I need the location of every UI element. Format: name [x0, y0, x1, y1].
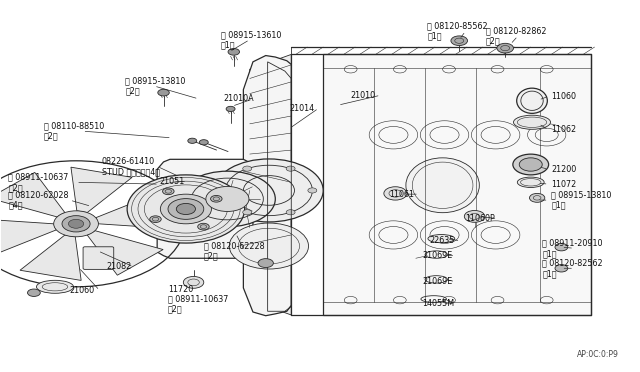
Polygon shape — [243, 55, 291, 316]
Circle shape — [199, 140, 208, 145]
Text: 22635: 22635 — [430, 236, 455, 246]
Text: 11072: 11072 — [551, 180, 577, 189]
Text: 11062: 11062 — [551, 125, 576, 134]
Polygon shape — [0, 172, 65, 217]
Ellipse shape — [513, 115, 550, 129]
Polygon shape — [0, 219, 56, 255]
Text: 11060: 11060 — [551, 92, 576, 101]
Circle shape — [179, 171, 275, 227]
Text: 21069E: 21069E — [422, 277, 452, 286]
Circle shape — [206, 186, 249, 211]
Text: 11061: 11061 — [389, 190, 414, 199]
Text: AP:0C:0:P9: AP:0C:0:P9 — [577, 350, 619, 359]
Circle shape — [183, 276, 204, 288]
Text: 21051: 21051 — [159, 177, 184, 186]
Polygon shape — [250, 54, 291, 315]
Circle shape — [221, 188, 230, 193]
Circle shape — [513, 154, 548, 175]
Text: 11060P: 11060P — [466, 214, 495, 223]
Polygon shape — [157, 159, 253, 258]
Circle shape — [229, 223, 308, 269]
Text: 08226-61410
STUD スタッド（4）: 08226-61410 STUD スタッド（4） — [102, 157, 159, 176]
Ellipse shape — [428, 235, 455, 243]
Text: Ⓝ 08911-20910
（1）: Ⓝ 08911-20910 （1） — [542, 238, 603, 258]
Ellipse shape — [517, 177, 544, 187]
Circle shape — [529, 193, 545, 202]
Circle shape — [150, 216, 161, 222]
Text: 21014: 21014 — [289, 104, 314, 113]
Circle shape — [497, 43, 513, 53]
Text: Ⓢ 08915-13810
（2）: Ⓢ 08915-13810 （2） — [125, 76, 186, 96]
Ellipse shape — [406, 158, 479, 213]
Text: 21060: 21060 — [70, 286, 95, 295]
Text: 21069E: 21069E — [422, 251, 452, 260]
Circle shape — [286, 210, 295, 215]
Circle shape — [243, 166, 252, 171]
Polygon shape — [20, 235, 81, 280]
Circle shape — [62, 216, 90, 232]
Circle shape — [54, 211, 99, 237]
Text: Ⓑ 08120-85562
（1）: Ⓑ 08120-85562 （1） — [428, 21, 488, 41]
Ellipse shape — [516, 88, 547, 113]
Ellipse shape — [36, 280, 74, 293]
Circle shape — [451, 36, 467, 45]
Text: Ⓝ 08911-10637
（2）: Ⓝ 08911-10637 （2） — [8, 173, 68, 192]
Circle shape — [28, 289, 40, 296]
Circle shape — [127, 175, 244, 243]
Text: Ⓢ 08915-13810
（1）: Ⓢ 08915-13810 （1） — [551, 190, 612, 210]
Circle shape — [68, 219, 84, 228]
Text: Ⓑ 08120-82862
（2）: Ⓑ 08120-82862 （2） — [486, 26, 547, 46]
FancyBboxPatch shape — [83, 247, 114, 269]
Text: 11720: 11720 — [168, 285, 193, 294]
Circle shape — [176, 203, 195, 215]
Circle shape — [214, 159, 323, 222]
Circle shape — [163, 188, 174, 195]
Polygon shape — [71, 167, 132, 212]
Polygon shape — [87, 231, 163, 275]
Text: 21010: 21010 — [351, 91, 376, 100]
Circle shape — [384, 187, 407, 200]
Text: 21082: 21082 — [106, 262, 131, 271]
Text: Ⓑ 08110-88510
（2）: Ⓑ 08110-88510 （2） — [44, 121, 104, 141]
Circle shape — [158, 89, 170, 96]
Circle shape — [168, 199, 204, 219]
Text: 14055M: 14055M — [422, 299, 454, 308]
Text: 21010A: 21010A — [223, 94, 253, 103]
Circle shape — [258, 259, 273, 267]
Circle shape — [308, 188, 317, 193]
Circle shape — [286, 166, 295, 171]
Circle shape — [188, 138, 196, 143]
Circle shape — [465, 211, 484, 222]
Text: Ⓢ 08915-13610
（1）: Ⓢ 08915-13610 （1） — [221, 30, 282, 49]
Circle shape — [555, 264, 568, 272]
Text: Ⓑ 08120-82562
（1）: Ⓑ 08120-82562 （1） — [542, 259, 603, 278]
Circle shape — [226, 106, 235, 112]
Text: Ⓝ 08911-10637
（2）: Ⓝ 08911-10637 （2） — [168, 294, 228, 314]
Circle shape — [243, 210, 252, 215]
Text: 21200: 21200 — [551, 165, 577, 174]
Polygon shape — [323, 54, 591, 315]
Circle shape — [161, 194, 211, 224]
Circle shape — [555, 243, 568, 251]
Circle shape — [198, 223, 209, 230]
Circle shape — [519, 158, 542, 171]
Polygon shape — [96, 193, 173, 229]
Text: ⓘ 08120-62228
（2）: ⓘ 08120-62228 （2） — [204, 241, 264, 260]
Text: Ⓑ 08120-62028
（4）: Ⓑ 08120-62028 （4） — [8, 190, 69, 210]
Circle shape — [211, 195, 222, 202]
Circle shape — [228, 48, 239, 55]
